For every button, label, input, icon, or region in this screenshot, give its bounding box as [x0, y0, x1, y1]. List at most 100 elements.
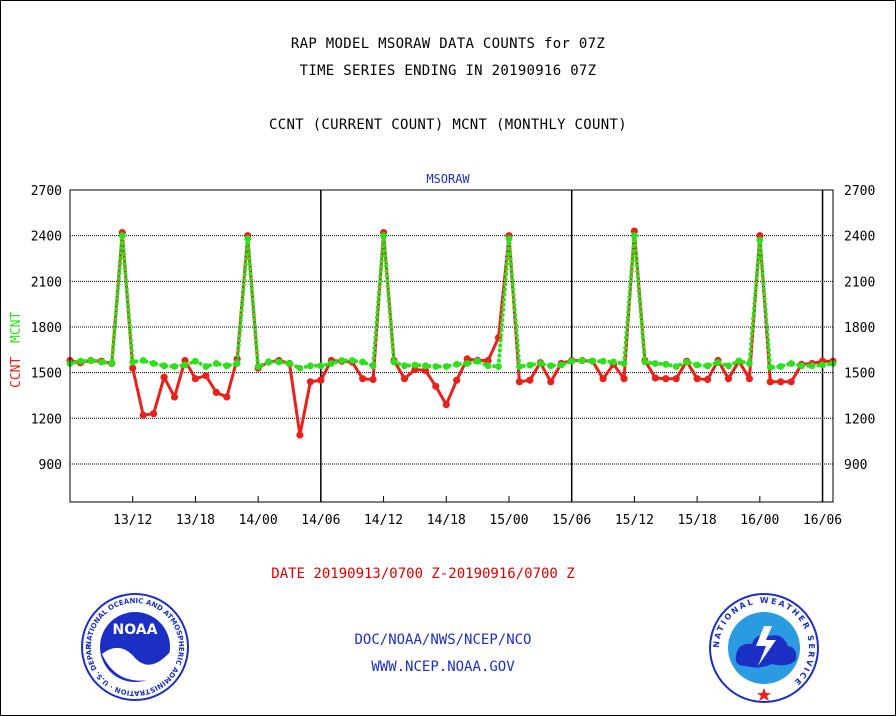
data-point-ccnt: [526, 376, 534, 384]
data-point-mcnt: [746, 360, 753, 367]
data-point-mcnt: [704, 362, 711, 370]
data-point-ccnt: [442, 401, 450, 409]
y-tick-label-left: 1800: [31, 321, 62, 336]
data-point-mcnt: [432, 363, 440, 370]
noaa-logo-icon: NATIONAL OCEANIC AND ATMOSPHERIC ADMINIS…: [80, 592, 189, 701]
data-point-mcnt: [557, 361, 565, 369]
data-point-mcnt: [683, 358, 691, 366]
data-point-mcnt: [495, 363, 502, 370]
data-point-ccnt: [515, 378, 524, 386]
y-tick-label-right: 1200: [844, 412, 875, 427]
data-point-mcnt: [98, 358, 105, 366]
chart-title-line3: CCNT (CURRENT COUNT) MCNT (MONTHLY COUNT…: [269, 117, 627, 133]
y-tick-label-left: 1500: [31, 367, 62, 382]
data-point-ccnt: [484, 356, 492, 365]
data-point-mcnt: [599, 357, 607, 365]
nws-logo-icon: NATIONAL WEATHER SERVICE: [709, 593, 819, 703]
data-point-mcnt: [463, 360, 471, 367]
series-line-mcnt: [68, 233, 835, 371]
data-point-ccnt: [369, 375, 377, 384]
data-point-mcnt: [589, 357, 596, 365]
data-point-mcnt: [651, 360, 659, 367]
data-point-mcnt: [233, 360, 241, 367]
data-point-ccnt: [306, 378, 314, 386]
y-tick-label-right: 2400: [844, 230, 875, 245]
data-point-mcnt: [129, 358, 137, 366]
data-point-mcnt: [662, 360, 670, 368]
data-point-mcnt: [777, 363, 785, 370]
x-tick-label: 14/06: [301, 513, 340, 528]
data-point-ccnt: [651, 374, 659, 382]
data-point-ccnt: [296, 431, 304, 439]
y-tick-label-left: 2700: [31, 184, 62, 199]
data-point-ccnt: [777, 378, 785, 386]
data-point-mcnt: [516, 363, 523, 370]
y-tick-label-right: 1800: [844, 321, 875, 336]
data-point-mcnt: [77, 357, 84, 365]
series-line-ccnt: [68, 229, 835, 437]
x-tick-label: 14/00: [239, 513, 278, 528]
data-point-mcnt: [735, 357, 743, 365]
data-point-mcnt: [307, 362, 314, 370]
y-tick-label-left: 1200: [31, 412, 62, 427]
data-point-mcnt: [286, 360, 293, 367]
data-point-mcnt: [150, 360, 158, 367]
y-tick-label-right: 2700: [844, 184, 875, 199]
data-point-mcnt: [212, 360, 220, 367]
x-tick-label: 14/18: [427, 513, 466, 528]
data-point-mcnt: [453, 360, 461, 368]
data-point-mcnt: [369, 362, 377, 370]
data-point-mcnt: [202, 363, 210, 370]
data-point-mcnt: [139, 357, 147, 364]
data-point-mcnt: [766, 363, 774, 371]
data-point-mcnt: [631, 232, 638, 240]
y-tick-label-right: 1500: [844, 367, 875, 382]
data-point-mcnt: [108, 360, 116, 367]
chart-title-line2: TIME SERIES ENDING IN 20190916 07Z: [299, 63, 597, 79]
data-point-mcnt: [568, 357, 576, 365]
data-point-ccnt: [724, 375, 733, 383]
data-point-mcnt: [296, 364, 304, 372]
data-point-ccnt: [704, 375, 712, 384]
data-point-mcnt: [505, 235, 513, 243]
x-tick-label: 13/12: [113, 513, 152, 528]
data-point-mcnt: [244, 235, 252, 243]
data-point-ccnt: [693, 375, 701, 383]
data-point-mcnt: [526, 361, 534, 369]
y-tick-label-left: 2100: [31, 275, 62, 290]
plot-title: MSORAW: [426, 172, 470, 186]
data-point-mcnt: [380, 232, 387, 240]
y-tick-label-right: 2100: [844, 275, 875, 290]
data-point-ccnt: [400, 375, 409, 383]
data-point-mcnt: [223, 362, 231, 370]
x-tick-label: 13/18: [176, 513, 215, 528]
data-point-mcnt: [578, 357, 586, 364]
chart-title-line1: RAP MODEL MSORAW DATA COUNTS for 07Z: [290, 36, 606, 52]
data-point-mcnt: [181, 361, 189, 369]
x-tick-label: 15/00: [489, 513, 528, 528]
data-point-ccnt: [662, 375, 670, 383]
data-point-mcnt: [327, 360, 335, 367]
data-point-mcnt: [390, 358, 398, 366]
data-point-ccnt: [453, 376, 461, 384]
data-point-mcnt: [808, 362, 816, 370]
org-line: DOC/NOAA/NWS/NCEP/NCO: [354, 632, 532, 648]
data-point-mcnt: [348, 357, 356, 364]
data-point-mcnt: [798, 362, 805, 370]
data-point-ccnt: [359, 375, 367, 383]
data-point-ccnt: [787, 378, 795, 386]
x-tick-label: 15/18: [678, 513, 717, 528]
y-axis-label-mcnt: MCNT: [9, 312, 24, 343]
data-point-ccnt: [766, 378, 774, 386]
data-point-ccnt: [745, 375, 754, 383]
y-axis-label-ccnt: CCNT: [9, 357, 24, 388]
data-point-ccnt: [620, 375, 628, 383]
data-point-mcnt: [536, 360, 544, 367]
website-link[interactable]: WWW.NCEP.NOAA.GOV: [371, 659, 515, 675]
x-tick-label: 16/06: [803, 513, 842, 528]
data-point-mcnt: [265, 358, 272, 366]
plot-border: [69, 189, 834, 503]
x-tick-label: 15/12: [615, 513, 654, 528]
data-point-ccnt: [170, 393, 179, 401]
data-point-mcnt: [547, 362, 555, 370]
